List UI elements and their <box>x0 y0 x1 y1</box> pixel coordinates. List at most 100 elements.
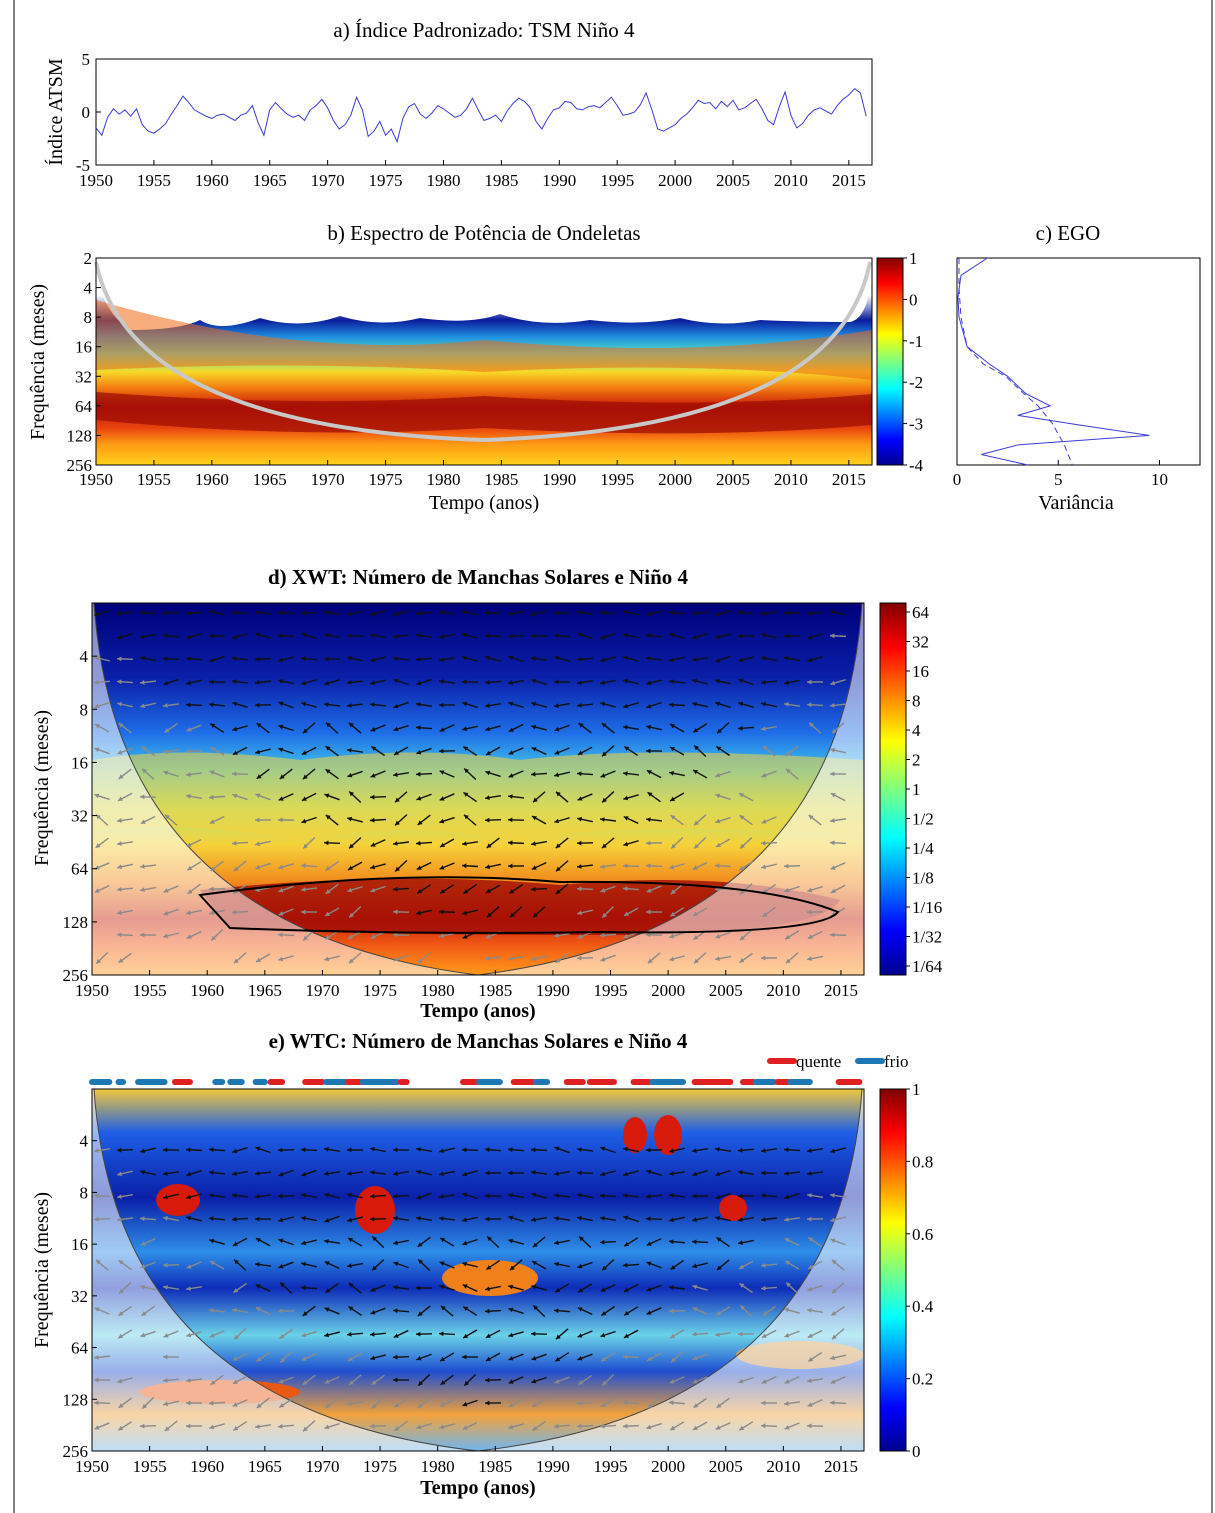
panel-e-phase-arrow <box>531 1376 547 1384</box>
panel-d-phase-arrow <box>576 771 594 777</box>
panel-e-phase-arrow <box>737 1193 755 1199</box>
panel-d-phase-arrow <box>670 836 684 850</box>
panel-e-phase-arrow <box>415 1285 433 1291</box>
panel-d-phase-arrow <box>668 610 686 616</box>
panel-e-phase-arrow <box>691 1147 709 1153</box>
panel-d-phase-arrow <box>462 609 478 616</box>
panel-e-phase-arrow <box>807 1351 823 1363</box>
panel-d-phase-arrow <box>394 860 408 872</box>
panel-d-phase-arrow <box>416 861 432 871</box>
panel-d-phase-arrow <box>439 838 455 848</box>
panel-d-phase-arrow <box>415 771 433 777</box>
panel-d-phase-arrow <box>278 747 294 755</box>
panel-d-phase-arrow <box>461 863 479 869</box>
panel-d-phase-arrow <box>530 633 548 639</box>
panel-d-phase-arrow <box>532 906 546 918</box>
panel-e-phase-arrow <box>439 1261 455 1269</box>
panel-b-x-tick-label: 1995 <box>600 470 634 489</box>
panel-e-phase-arrow <box>369 1193 387 1199</box>
panel-e-phase-arrow <box>209 1423 225 1430</box>
panel-e-y-tick-label: 32 <box>71 1287 88 1306</box>
panel-d-phase-arrow <box>507 610 525 616</box>
panel-e-phase-arrow <box>577 1330 593 1338</box>
panel-d-x-tick-label: 1965 <box>248 981 282 1000</box>
panel-e-phase-arrow <box>116 1194 134 1199</box>
panel-e-phase-arrow <box>162 1378 180 1383</box>
panel-e-phase-arrow <box>439 1147 455 1154</box>
panel-d-phase-arrow <box>392 772 410 777</box>
panel-d-phase-arrow <box>554 771 570 778</box>
panel-d-x-tick-label: 2010 <box>766 981 800 1000</box>
panel-d-phase-arrow <box>645 932 663 938</box>
panel-e-phase-arrow <box>554 1146 570 1154</box>
panel-e-phase-arrow <box>347 1305 363 1317</box>
panel-e-phase-arrow <box>829 1400 847 1406</box>
panel-e-phase-arrow <box>140 1238 156 1246</box>
panel-d-phase-arrow <box>485 770 501 778</box>
panel-a-x-tick-label: 1960 <box>195 171 229 190</box>
panel-e-phase-arrow <box>117 1377 133 1384</box>
panel-e-phase-arrow <box>141 1305 155 1317</box>
panel-d-phase-arrow <box>576 864 594 869</box>
panel-d-phase-arrow <box>693 836 707 850</box>
panel-e-phase-arrow <box>554 1283 570 1293</box>
panel-e-phase-arrow <box>484 1308 502 1314</box>
panel-d-phase-arrow <box>187 883 201 895</box>
panel-d-phase-arrow <box>116 841 134 846</box>
panel-e-phase-arrow <box>715 1169 731 1177</box>
panel-d-phase-arrow <box>369 794 387 800</box>
panel-b-y-tick-label: 128 <box>67 426 93 445</box>
panel-e-phase-arrow <box>530 1331 548 1337</box>
panel-d-phase-arrow <box>348 837 362 849</box>
panel-d-phase-arrow <box>370 745 386 757</box>
panel-d-phase-arrow <box>416 747 432 755</box>
panel-c-significance-line <box>958 258 1073 466</box>
panel-d-phase-arrow <box>209 655 225 663</box>
panel-d-phase-arrow <box>784 656 800 662</box>
panel-d-phase-arrow <box>715 610 731 617</box>
panel-e-phase-arrow <box>462 1216 478 1223</box>
panel-e-phase-arrow <box>415 1331 433 1337</box>
panel-e-phase-arrow <box>715 1306 731 1316</box>
panel-e-phase-arrow <box>415 1147 433 1152</box>
panel-e-phase-arrow <box>162 1262 180 1268</box>
panel-d-phase-arrow <box>324 679 340 686</box>
panel-e-colorbar <box>879 1088 907 1452</box>
panel-d-phase-arrow <box>139 794 157 800</box>
panel-e-phase-arrow <box>508 1284 524 1291</box>
panel-d-phase-arrow <box>622 863 640 869</box>
panel-e-phase-arrow <box>254 1194 272 1199</box>
panel-e-ylabel: Frequência (meses) <box>31 1192 53 1348</box>
panel-d-phase-arrow <box>348 790 362 804</box>
panel-d-phase-arrow <box>277 610 295 616</box>
panel-d-phase-arrow <box>231 771 249 777</box>
panel-d-phase-arrow <box>737 633 755 639</box>
panel-e-phase-arrow <box>553 1424 571 1429</box>
panel-e-phase-arrow <box>693 1397 707 1409</box>
panel-e-phase-arrow <box>369 1423 387 1429</box>
panel-d-colorbar-tick-label: 1/4 <box>912 839 934 858</box>
panel-d-phase-arrow <box>829 633 847 639</box>
panel-e-phase-arrow <box>783 1217 801 1222</box>
panel-e-phase-arrow <box>716 1236 730 1248</box>
panel-a-x-tick-label: 1975 <box>369 171 403 190</box>
panel-d-phase-arrow <box>669 931 685 939</box>
panel-d-phase-arrow <box>438 679 456 684</box>
panel-d-phase-arrow <box>532 791 546 803</box>
panel-e-phase-arrow <box>692 1216 708 1222</box>
panel-d-phase-arrow <box>554 747 570 755</box>
panel-d-phase-arrow <box>417 952 431 964</box>
panel-d-phase-arrow <box>485 884 501 894</box>
panel-e-phase-arrow <box>831 1282 845 1294</box>
panel-e-phase-arrow <box>669 1147 685 1154</box>
panel-d-phase-arrow <box>370 724 386 732</box>
panel-d-phase-arrow <box>669 656 685 663</box>
panel-d-phase-arrow <box>117 701 133 708</box>
panel-d-phase-arrow <box>461 679 479 685</box>
panel-d-phase-arrow <box>715 745 731 757</box>
panel-e-phase-arrow <box>691 1193 709 1199</box>
panel-d-phase-arrow <box>255 840 271 847</box>
panel-c-axes <box>956 257 1201 466</box>
panel-d-phase-arrow <box>531 815 547 825</box>
panel-e-phase-arrow <box>393 1329 409 1339</box>
